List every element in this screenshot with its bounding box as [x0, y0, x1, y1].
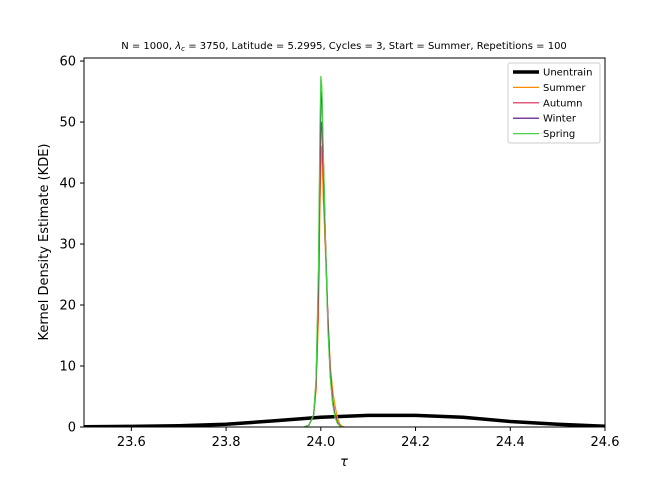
chart-title: N = 1000, λc = 3750, Latitude = 5.2995, …	[121, 41, 567, 53]
series-line-unentrain	[84, 413, 605, 427]
x-axis-label: τ	[340, 455, 348, 470]
x-axis: 23.6 23.8 24.0 24.2 24.4 24.6	[117, 427, 620, 450]
legend-label-spring: Spring	[543, 129, 575, 140]
x-tick-label: 23.8	[212, 435, 241, 450]
y-tick-label: 30	[59, 238, 76, 253]
x-tick-label: 24.4	[496, 435, 525, 450]
x-tick-label: 24.6	[591, 435, 620, 450]
x-tick-label: 23.6	[117, 435, 146, 450]
y-tick-label: 10	[59, 360, 76, 375]
y-tick-label: 40	[59, 177, 76, 192]
plot-frame	[83, 57, 606, 428]
legend-label-unentrain: Unentrain	[543, 68, 592, 79]
series-layer	[84, 75, 605, 427]
legend: Unentrain Summer Autumn Winter Spring	[507, 62, 601, 144]
y-axis: 0 10 20 30 40 50 60	[59, 55, 84, 436]
series-line-spring	[303, 75, 343, 427]
legend-label-summer: Summer	[543, 83, 586, 94]
x-tick-label: 24.0	[306, 435, 335, 450]
y-tick-label: 50	[59, 116, 76, 131]
y-tick-label: 20	[59, 299, 76, 314]
y-tick-label: 0	[68, 421, 76, 436]
legend-label-autumn: Autumn	[543, 98, 583, 109]
legend-box	[507, 62, 601, 144]
x-tick-label: 24.2	[401, 435, 430, 450]
legend-label-winter: Winter	[543, 114, 577, 125]
y-axis-label: Kernel Density Estimate (KDE)	[37, 144, 52, 341]
y-tick-label: 60	[59, 55, 76, 70]
